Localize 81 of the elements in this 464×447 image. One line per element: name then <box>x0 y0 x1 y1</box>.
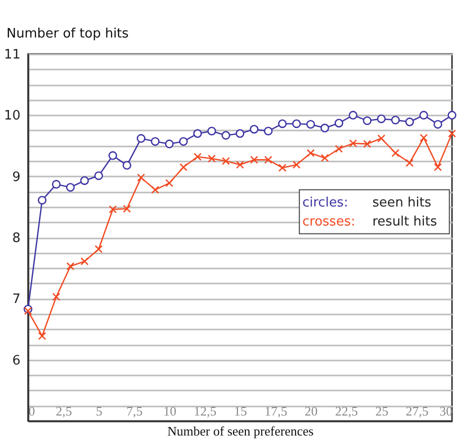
point <box>419 110 428 120</box>
x-tick-label: 22,5 <box>335 404 358 418</box>
point <box>179 137 188 146</box>
point <box>448 110 456 120</box>
x-tick-label: 2,5 <box>56 404 72 418</box>
point <box>137 174 146 182</box>
point <box>52 180 61 189</box>
y-tick-label: 11 <box>4 48 20 62</box>
x-tick-label: 5 <box>96 404 102 418</box>
point <box>80 257 89 266</box>
point <box>363 140 372 148</box>
point <box>434 120 442 129</box>
y-tick-label: 9 <box>12 170 20 185</box>
point <box>222 131 230 140</box>
point <box>108 151 118 160</box>
x-tick-label: 20 <box>304 404 318 418</box>
point <box>207 126 216 136</box>
point <box>391 149 400 158</box>
x-axis-title: Number of seen preferences <box>167 424 314 438</box>
point <box>406 158 414 167</box>
x-tick-label: 12,5 <box>194 404 217 418</box>
point <box>38 196 46 205</box>
point <box>122 204 131 213</box>
point <box>278 164 286 172</box>
x-tick-label: 17,5 <box>264 404 288 418</box>
x-tick-label: 15 <box>234 404 247 418</box>
x-tick-label: 25 <box>375 404 388 418</box>
point <box>165 179 174 188</box>
point <box>334 118 344 128</box>
point <box>94 171 104 180</box>
point <box>66 182 75 192</box>
point <box>164 140 174 148</box>
point <box>376 114 386 124</box>
point <box>94 245 103 254</box>
y-tick-label: 6 <box>12 353 20 368</box>
point <box>66 262 74 270</box>
point <box>420 134 428 142</box>
point <box>38 332 46 340</box>
point <box>52 292 60 301</box>
point <box>334 144 343 153</box>
point <box>349 139 358 148</box>
text: crosses: result hits <box>302 214 437 230</box>
y-tick-label: 8 <box>12 231 20 246</box>
point <box>151 186 160 194</box>
point <box>292 119 301 128</box>
point <box>222 157 230 166</box>
y-tick-label: 10 <box>4 108 20 124</box>
x-tick-label: 7,5 <box>126 404 143 418</box>
point <box>405 118 414 126</box>
point <box>250 124 258 134</box>
point <box>108 205 117 214</box>
point <box>80 176 89 185</box>
point <box>208 154 216 163</box>
point <box>320 154 329 162</box>
point <box>377 134 386 142</box>
point <box>306 149 315 158</box>
point <box>278 119 287 128</box>
point <box>391 116 400 124</box>
point <box>348 110 358 120</box>
point <box>236 160 244 169</box>
y-tick-label: 7 <box>12 292 20 308</box>
point <box>264 156 272 164</box>
y-axis-title: Number of top hits <box>6 26 129 42</box>
point <box>193 129 202 138</box>
text: circles: seen hits <box>302 195 432 210</box>
x-tick-label: 10 <box>163 404 176 418</box>
point <box>250 156 258 164</box>
point <box>292 160 301 169</box>
point <box>194 152 202 161</box>
x-tick-label: 27,5 <box>406 404 429 418</box>
point <box>434 163 442 172</box>
point <box>320 124 330 132</box>
point <box>122 160 132 170</box>
point <box>136 134 146 143</box>
point <box>306 120 316 129</box>
point <box>264 126 273 136</box>
point <box>236 129 244 138</box>
point <box>179 163 188 172</box>
point <box>150 137 160 146</box>
point <box>448 130 456 138</box>
point <box>362 116 372 126</box>
